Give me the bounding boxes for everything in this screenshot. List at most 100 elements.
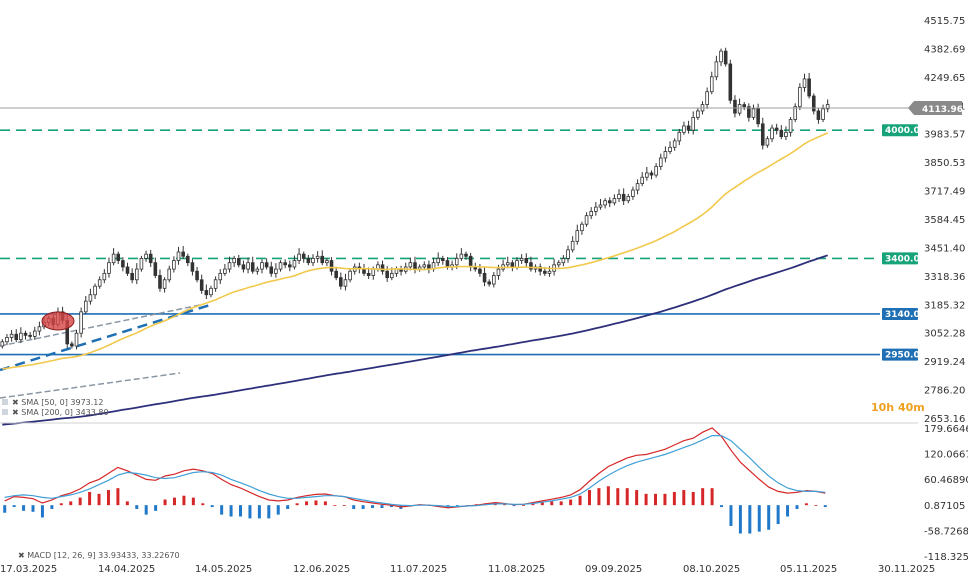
candle[interactable] [450, 260, 454, 271]
candle[interactable] [478, 263, 482, 277]
candle[interactable] [816, 107, 821, 124]
candle[interactable] [153, 257, 158, 279]
candle[interactable] [728, 59, 733, 104]
candle[interactable] [79, 307, 83, 338]
candle[interactable] [654, 163, 658, 178]
candle[interactable] [640, 172, 644, 187]
candle[interactable] [765, 136, 770, 148]
candle[interactable] [376, 261, 380, 272]
candle[interactable] [213, 276, 218, 292]
candle[interactable] [584, 212, 589, 227]
candle[interactable] [533, 264, 538, 273]
candle[interactable] [70, 341, 74, 349]
candle[interactable] [320, 250, 325, 266]
candle[interactable] [232, 255, 236, 267]
candle[interactable] [709, 71, 714, 95]
candle[interactable] [283, 259, 287, 269]
candle[interactable] [441, 255, 445, 265]
candle[interactable] [529, 256, 533, 272]
candle[interactable] [199, 274, 204, 294]
candle[interactable] [413, 256, 417, 274]
candle[interactable] [23, 330, 28, 340]
candle[interactable] [255, 266, 260, 275]
candle[interactable] [705, 87, 709, 109]
candle[interactable] [663, 146, 668, 163]
candle[interactable] [621, 188, 626, 205]
candle[interactable] [482, 267, 487, 287]
candle[interactable] [580, 221, 584, 235]
candle[interactable] [408, 257, 413, 271]
candle[interactable] [825, 99, 830, 113]
candle[interactable] [742, 102, 747, 111]
candle[interactable] [788, 116, 793, 137]
candle[interactable] [278, 260, 283, 272]
candle[interactable] [668, 141, 672, 155]
candle[interactable] [501, 259, 505, 272]
candle[interactable] [167, 265, 172, 283]
candle[interactable] [417, 264, 422, 272]
candle[interactable] [733, 95, 737, 118]
candle[interactable] [607, 197, 612, 208]
candle[interactable] [264, 258, 269, 270]
candle[interactable] [626, 193, 631, 204]
candle[interactable] [227, 256, 232, 273]
candle[interactable] [723, 47, 728, 67]
candle[interactable] [756, 103, 760, 128]
candle[interactable] [186, 253, 190, 267]
candle[interactable] [798, 83, 802, 111]
candle[interactable] [306, 254, 311, 266]
candle[interactable] [594, 202, 598, 216]
candle[interactable] [538, 263, 542, 276]
candle[interactable] [116, 251, 121, 264]
candle[interactable] [784, 126, 788, 141]
horizontal-levels[interactable] [0, 129, 880, 356]
candle[interactable] [0, 339, 5, 349]
candle[interactable] [617, 189, 621, 203]
candle[interactable] [204, 284, 209, 300]
candle[interactable] [561, 254, 566, 267]
candle[interactable] [487, 279, 491, 287]
candle[interactable] [144, 250, 148, 262]
candle[interactable] [74, 329, 79, 350]
candle[interactable] [107, 257, 111, 278]
candle[interactable] [747, 103, 751, 122]
candle[interactable] [770, 124, 774, 143]
candle[interactable] [505, 256, 510, 269]
candle[interactable] [385, 266, 389, 282]
candle[interactable] [807, 72, 811, 99]
candle[interactable] [691, 111, 696, 135]
candle[interactable] [459, 248, 464, 261]
candle[interactable] [719, 48, 723, 67]
candle[interactable] [645, 166, 649, 181]
candle[interactable] [329, 257, 334, 276]
candle[interactable] [552, 258, 556, 276]
candle[interactable] [19, 327, 23, 344]
candle[interactable] [246, 257, 250, 274]
candle[interactable] [362, 263, 366, 276]
candle[interactable] [288, 260, 292, 272]
candle[interactable] [223, 263, 227, 276]
candle[interactable] [399, 265, 403, 276]
candle[interactable] [311, 254, 315, 267]
trend-lines[interactable] [0, 303, 211, 399]
candle[interactable] [811, 93, 816, 115]
candle[interactable] [32, 326, 37, 340]
candle[interactable] [125, 262, 130, 276]
candle[interactable] [821, 104, 825, 123]
candle[interactable] [134, 263, 139, 285]
candle[interactable] [598, 199, 603, 210]
candle[interactable] [139, 255, 144, 272]
candle[interactable] [339, 272, 343, 290]
candle[interactable] [380, 260, 385, 275]
candle[interactable] [237, 254, 241, 268]
candle[interactable] [148, 249, 153, 267]
candle[interactable] [779, 125, 784, 140]
candle[interactable] [158, 269, 162, 292]
candle[interactable] [658, 153, 663, 170]
candle[interactable] [631, 186, 635, 200]
candle[interactable] [301, 251, 306, 263]
candle[interactable] [130, 268, 134, 284]
candle[interactable] [250, 256, 255, 274]
candle[interactable] [464, 251, 468, 260]
